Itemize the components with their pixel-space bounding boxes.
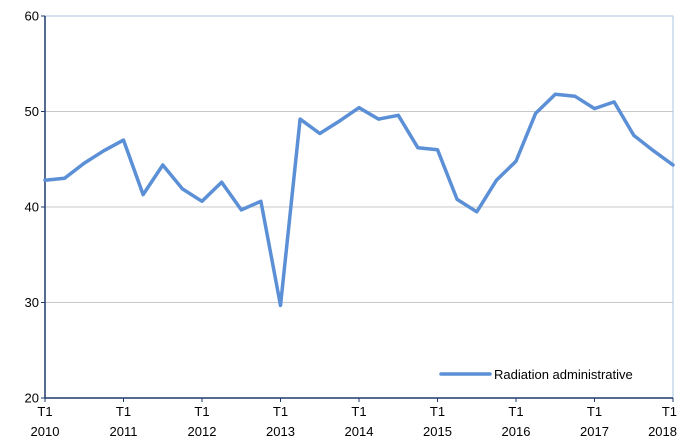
data-point	[436, 148, 439, 152]
data-point	[416, 146, 420, 150]
data-point	[180, 187, 184, 191]
x-tick-label-quarter: T1	[430, 404, 445, 419]
data-point	[377, 117, 381, 121]
grid-lines	[45, 111, 673, 303]
data-point	[63, 176, 67, 180]
y-axis-ticks: 20 30 40 50 60	[25, 9, 45, 406]
x-tick-label-year: 2016	[502, 424, 531, 439]
x-tick-label-quarter: T1	[37, 404, 52, 419]
data-point	[475, 210, 479, 214]
data-point	[632, 133, 636, 137]
data-point	[534, 111, 538, 115]
data-point	[259, 199, 263, 203]
data-point	[396, 113, 400, 117]
x-tick-label-year: 2012	[188, 424, 217, 439]
data-point	[337, 119, 341, 123]
data-point	[239, 208, 243, 212]
data-point	[161, 163, 165, 167]
y-tick-label: 40	[25, 200, 39, 215]
x-tick-label-quarter: T1	[351, 404, 366, 419]
x-axis-ticks: T1 2010 T1 2011 T1 2012 T1 2013 T1 2014 T1 2015 T1 20…	[31, 398, 677, 439]
data-point	[494, 178, 498, 182]
x-tick-label-quarter: T1	[662, 404, 677, 419]
data-point	[220, 180, 224, 184]
data-point	[455, 197, 459, 201]
data-point	[43, 178, 47, 182]
series-line	[43, 92, 675, 308]
legend-label: Radiation administrative	[494, 367, 633, 382]
data-point	[651, 149, 655, 153]
y-tick-label: 50	[25, 104, 39, 119]
y-tick-label: 60	[25, 9, 39, 24]
data-point	[141, 193, 145, 197]
x-tick-label-year: 2015	[423, 424, 452, 439]
x-tick-label-quarter: T1	[194, 404, 209, 419]
data-point	[612, 100, 616, 104]
data-point	[279, 303, 282, 307]
y-tick-label: 30	[25, 295, 39, 310]
data-point	[298, 117, 302, 121]
data-point	[102, 149, 106, 153]
x-tick-label-year: 2018	[648, 424, 677, 439]
x-tick-label-quarter: T1	[587, 404, 602, 419]
x-tick-label-quarter: T1	[508, 404, 523, 419]
data-point	[200, 199, 204, 203]
data-point	[318, 131, 322, 135]
y-tick-label: 20	[25, 391, 39, 406]
x-tick-label-year: 2013	[266, 424, 295, 439]
x-tick-label-year: 2011	[110, 424, 138, 439]
x-tick-label-year: 2017	[580, 424, 609, 439]
data-point	[671, 163, 675, 167]
legend: Radiation administrative	[439, 367, 633, 382]
data-point	[82, 161, 86, 165]
data-point	[122, 138, 125, 142]
x-tick-label-quarter: T1	[116, 404, 131, 419]
data-point	[593, 107, 596, 111]
data-point	[357, 106, 361, 110]
x-tick-label-quarter: T1	[273, 404, 288, 419]
data-point	[514, 159, 518, 163]
data-point	[573, 94, 577, 98]
series-group	[43, 92, 675, 308]
data-point	[553, 92, 557, 96]
x-tick-label-year: 2010	[31, 424, 60, 439]
x-tick-label-year: 2014	[345, 424, 374, 439]
